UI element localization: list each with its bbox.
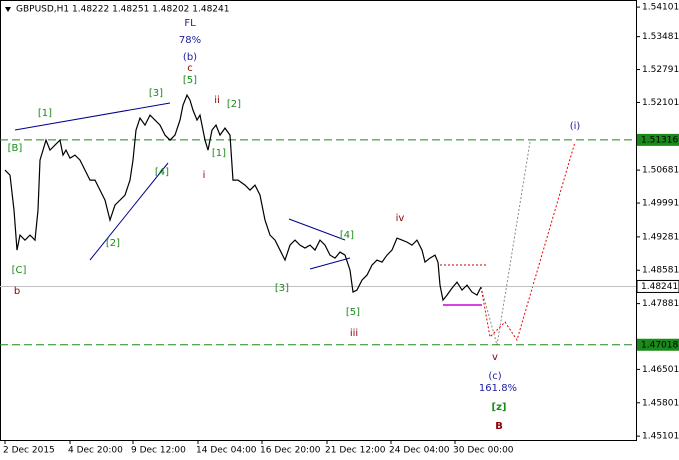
x-tick-label: 4 Dec 20:00 (68, 446, 123, 456)
wave-label: 161.8% (479, 383, 517, 394)
menu-icon (5, 7, 11, 12)
y-tick-label: 1.47881 (642, 299, 679, 309)
x-tick-label: 24 Dec 04:00 (389, 446, 450, 456)
y-tick-label: 1.52791 (642, 65, 679, 75)
y-tick-label: 1.46501 (642, 365, 679, 375)
last-price-label: 1.48241 (641, 282, 678, 292)
wave-label: [4] (340, 230, 354, 241)
wave-label: v (492, 352, 498, 363)
x-tick-label: 16 Dec 20:00 (260, 446, 321, 456)
last-price-tag (636, 279, 679, 293)
wave-label: [5] (346, 307, 360, 318)
wave-label: [1] (212, 148, 226, 159)
wave-label: c (187, 63, 193, 74)
price-line (4, 93, 482, 302)
level-tag (637, 133, 679, 146)
wave-label: i (203, 170, 206, 181)
wave-label: iv (396, 213, 405, 224)
y-tick-label: 1.45101 (642, 432, 679, 442)
forecast-path-red (480, 141, 576, 342)
y-tick-label: 1.48581 (642, 266, 679, 276)
chart-title: GBPUSD,H1 1.48222 1.48251 1.48202 1.4824… (16, 5, 229, 15)
wave-label: iii (350, 328, 358, 339)
y-tick-label: 1.45801 (642, 398, 679, 408)
wave-label: (c) (488, 371, 501, 382)
wave-label: [C] (12, 265, 27, 276)
wave-label: b (14, 286, 20, 297)
wave-label: [z] (492, 402, 507, 413)
y-tick-label: 1.50681 (642, 166, 679, 176)
wave-label: B (495, 421, 503, 432)
y-tick-label: 1.49281 (642, 232, 679, 242)
x-tick-label: 9 Dec 12:00 (131, 446, 186, 456)
wave-label: [B] (8, 143, 23, 154)
wave-label: 78% (179, 35, 201, 46)
wave-label: [1] (38, 108, 52, 119)
y-tick-label: 1.54101 (642, 3, 679, 13)
wave-label: [5] (183, 75, 197, 86)
wave-label: FL (184, 18, 196, 29)
x-tick-label: 2 Dec 2015 (3, 446, 55, 456)
wave-label: [4] (155, 167, 169, 178)
x-tick-label: 21 Dec 12:00 (325, 446, 386, 456)
wave-label: (b) (183, 52, 197, 63)
wave-label: [2] (106, 238, 120, 249)
y-tick-label: 1.49991 (642, 199, 679, 209)
x-tick-label: 14 Dec 04:00 (196, 446, 257, 456)
level-label: 1.51316 (641, 135, 678, 145)
plot-frame (0, 0, 637, 441)
wave-label: (i) (570, 121, 581, 132)
y-tick-label: 1.53481 (642, 32, 679, 42)
trendlines (14, 102, 351, 270)
level-tag (637, 338, 679, 351)
wave-label: [2] (227, 99, 241, 110)
wave-label: [3] (275, 283, 289, 294)
level-label: 1.47018 (641, 340, 678, 350)
wave-label: [3] (149, 88, 163, 99)
x-tick-label: 30 Dec 00:00 (453, 446, 514, 456)
wave-label: ii (214, 95, 220, 106)
y-tick-label: 1.52101 (642, 98, 679, 108)
